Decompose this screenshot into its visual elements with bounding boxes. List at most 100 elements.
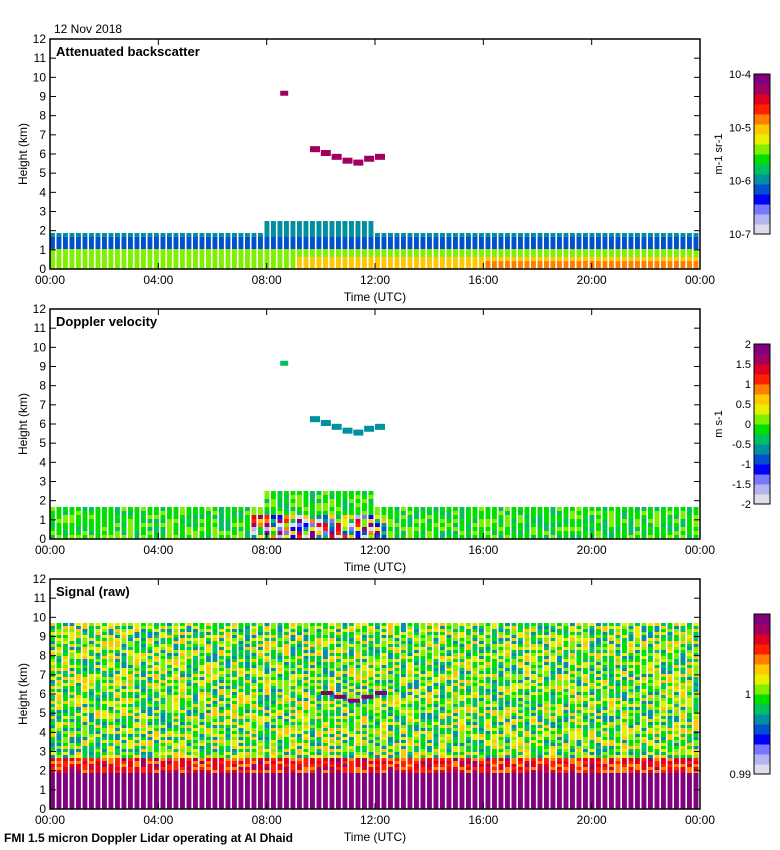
heatmap-cell — [121, 734, 127, 737]
heatmap-cell — [492, 519, 497, 523]
heatmap-cell — [219, 245, 224, 249]
heatmap-cell — [82, 701, 88, 704]
heatmap-cell — [368, 237, 374, 241]
heatmap-cell — [336, 794, 341, 797]
heatmap-cell — [323, 800, 328, 803]
heatmap-cell — [160, 249, 166, 253]
heatmap-cell — [245, 665, 250, 668]
heatmap-cell — [316, 523, 322, 527]
heatmap-cell — [479, 511, 484, 515]
heatmap-cell — [336, 749, 341, 752]
heatmap-cell — [349, 788, 354, 791]
heatmap-cell — [108, 241, 114, 245]
heatmap-cell — [134, 677, 140, 680]
heatmap-cell — [212, 746, 218, 749]
heatmap-cell — [115, 704, 120, 707]
heatmap-cell — [446, 535, 452, 539]
heatmap-cell — [69, 674, 75, 677]
heatmap-cell — [349, 782, 354, 785]
heatmap-cell — [284, 743, 289, 746]
heatmap-cell — [303, 241, 309, 245]
heatmap-cell — [342, 527, 348, 531]
heatmap-cell — [89, 671, 94, 674]
heatmap-cell — [160, 758, 166, 761]
heatmap-cell — [251, 803, 257, 806]
heatmap-cell — [336, 686, 341, 689]
heatmap-cell — [316, 806, 322, 809]
heatmap-cell — [160, 779, 166, 782]
heatmap-cell — [206, 515, 211, 519]
heatmap-cell — [160, 257, 166, 261]
heatmap-cell — [303, 641, 309, 644]
heatmap-cell — [290, 737, 296, 740]
heatmap-cell — [95, 241, 101, 245]
heatmap-cell — [641, 519, 647, 523]
heatmap-cell — [362, 261, 367, 265]
heatmap-cell — [284, 686, 289, 689]
heatmap-cell — [128, 535, 133, 539]
heatmap-cell — [76, 698, 81, 701]
heatmap-cell — [147, 797, 153, 800]
heatmap-cell — [199, 515, 205, 519]
heatmap-cell — [258, 515, 263, 519]
heatmap-cell — [102, 635, 107, 638]
heatmap-cell — [238, 740, 244, 743]
heatmap-cell — [336, 758, 341, 761]
heatmap-cell — [180, 788, 185, 791]
colorbar-segment — [754, 214, 770, 225]
heatmap-cell — [173, 635, 179, 638]
heatmap-cell — [108, 773, 114, 776]
heatmap-cell — [433, 249, 439, 253]
heatmap-cell — [76, 623, 81, 626]
heatmap-cell — [134, 704, 140, 707]
heatmap-cell — [290, 221, 296, 225]
heatmap-cell — [654, 523, 660, 527]
cloud-cell — [320, 150, 331, 156]
heatmap-cell — [245, 265, 250, 269]
heatmap-cell — [550, 261, 556, 265]
heatmap-cell — [219, 671, 224, 674]
heatmap-cell — [193, 785, 198, 788]
heatmap-cell — [303, 764, 309, 767]
heatmap-cell — [76, 689, 81, 692]
heatmap-cell — [316, 782, 322, 785]
heatmap-cell — [297, 767, 302, 770]
heatmap-cell — [414, 265, 419, 269]
heatmap-cell — [173, 668, 179, 671]
y-tick-label: 5 — [39, 166, 46, 180]
heatmap-cell — [342, 237, 348, 241]
heatmap-cell — [154, 785, 159, 788]
heatmap-cell — [193, 650, 198, 653]
heatmap-cell — [199, 674, 205, 677]
heatmap-cell — [212, 623, 218, 626]
heatmap-cell — [303, 749, 309, 752]
heatmap-cell — [173, 650, 179, 653]
heatmap-cell — [206, 668, 211, 671]
heatmap-cell — [108, 523, 114, 527]
heatmap-cell — [316, 225, 322, 229]
heatmap-cell — [212, 764, 218, 767]
heatmap-cell — [147, 641, 153, 644]
heatmap-cell — [128, 641, 133, 644]
heatmap-cell — [212, 689, 218, 692]
heatmap-cell — [355, 800, 361, 803]
heatmap-cell — [134, 803, 140, 806]
heatmap-cell — [433, 531, 439, 535]
heatmap-cell — [355, 791, 361, 794]
heatmap-cell — [355, 257, 361, 261]
heatmap-cell — [316, 680, 322, 683]
heatmap-cell — [310, 515, 315, 519]
heatmap-cell — [329, 503, 335, 507]
heatmap-cell — [342, 707, 348, 710]
heatmap-cell — [108, 734, 114, 737]
heatmap-cell — [206, 752, 211, 755]
heatmap-cell — [258, 746, 263, 749]
heatmap-cell — [336, 707, 341, 710]
heatmap-cell — [199, 740, 205, 743]
heatmap-cell — [518, 253, 523, 257]
heatmap-cell — [290, 788, 296, 791]
heatmap-cell — [310, 671, 315, 674]
heatmap-cell — [128, 725, 133, 728]
heatmap-cell — [225, 701, 231, 704]
heatmap-cell — [635, 535, 640, 539]
